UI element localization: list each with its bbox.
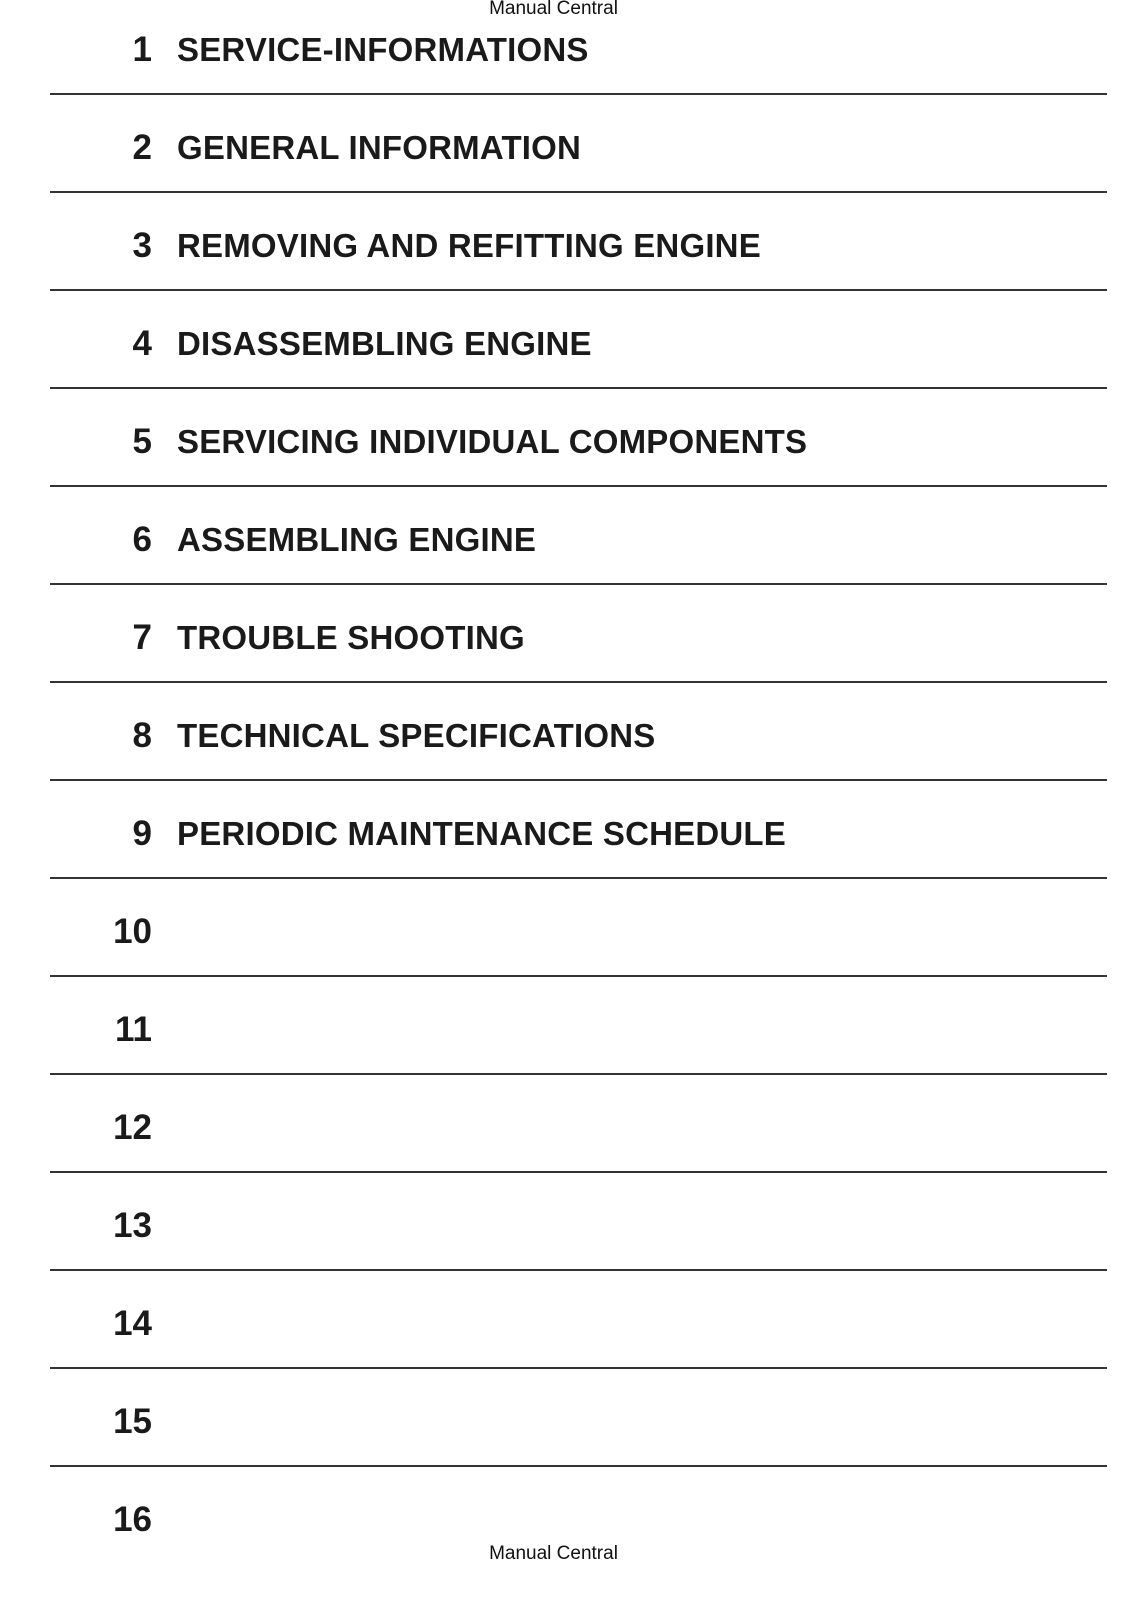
chapter-number: 5 (132, 422, 152, 461)
chapter-row[interactable]: 7 TROUBLE SHOOTING (0, 608, 1130, 668)
divider-line (50, 1367, 1107, 1369)
divider-line (50, 583, 1107, 585)
chapter-row[interactable]: 9 PERIODIC MAINTENANCE SCHEDULE (0, 804, 1130, 864)
chapter-number: 10 (113, 912, 152, 951)
chapter-number: 13 (113, 1206, 152, 1245)
chapter-row[interactable]: 12 (0, 1098, 1130, 1158)
divider-line (50, 877, 1107, 879)
chapter-number: 11 (115, 1010, 152, 1049)
chapter-title: SERVICING INDIVIDUAL COMPONENTS (177, 423, 808, 460)
chapter-row[interactable]: 5 SERVICING INDIVIDUAL COMPONENTS (0, 412, 1130, 472)
chapter-number: 12 (113, 1108, 152, 1147)
chapter-title: REMOVING AND REFITTING ENGINE (177, 227, 761, 264)
page-header: Manual Central (489, 0, 618, 19)
chapter-row[interactable]: 8 TECHNICAL SPECIFICATIONS (0, 706, 1130, 766)
chapter-row[interactable]: 3 REMOVING AND REFITTING ENGINE (0, 216, 1130, 276)
chapter-row[interactable]: 4 DISASSEMBLING ENGINE (0, 314, 1130, 374)
chapter-number: 14 (113, 1304, 152, 1343)
chapter-number: 15 (113, 1402, 152, 1441)
divider-line (50, 387, 1107, 389)
chapter-number: 3 (132, 226, 152, 265)
divider-line (50, 1171, 1107, 1173)
divider-line (50, 485, 1107, 487)
chapter-title: ASSEMBLING ENGINE (177, 521, 537, 558)
chapter-row[interactable]: 11 (0, 1000, 1130, 1060)
divider-line (50, 93, 1107, 95)
chapter-title: TECHNICAL SPECIFICATIONS (177, 717, 656, 754)
chapter-title: GENERAL INFORMATION (177, 129, 582, 166)
chapter-number: 8 (132, 716, 152, 755)
chapter-title: SERVICE-INFORMATIONS (177, 31, 589, 68)
divider-line (50, 1269, 1107, 1271)
chapter-row[interactable]: 2 GENERAL INFORMATION (0, 118, 1130, 178)
divider-line (50, 1465, 1107, 1467)
divider-line (50, 289, 1107, 291)
divider-line (50, 779, 1107, 781)
divider-line (50, 191, 1107, 193)
chapter-number: 2 (132, 128, 152, 167)
chapter-number: 16 (113, 1500, 152, 1539)
chapter-row[interactable]: 13 (0, 1196, 1130, 1256)
chapter-number: 4 (132, 324, 152, 363)
divider-line (50, 1073, 1107, 1075)
divider-line (50, 681, 1107, 683)
chapter-row[interactable]: 16 (0, 1490, 1130, 1550)
page-footer: Manual Central (489, 1543, 618, 1564)
chapter-row[interactable]: 14 (0, 1294, 1130, 1354)
chapter-row[interactable]: 15 (0, 1392, 1130, 1452)
chapter-row[interactable]: 1 SERVICE-INFORMATIONS (0, 20, 1130, 80)
chapter-title: PERIODIC MAINTENANCE SCHEDULE (177, 815, 787, 852)
chapter-number: 1 (132, 30, 152, 69)
chapter-title: TROUBLE SHOOTING (177, 619, 525, 656)
chapter-row[interactable]: 6 ASSEMBLING ENGINE (0, 510, 1130, 570)
chapter-title: DISASSEMBLING ENGINE (177, 325, 592, 362)
chapter-number: 6 (132, 520, 152, 559)
chapter-number: 7 (132, 618, 152, 657)
chapter-row[interactable]: 10 (0, 902, 1130, 962)
divider-line (50, 975, 1107, 977)
chapter-number: 9 (132, 814, 152, 853)
